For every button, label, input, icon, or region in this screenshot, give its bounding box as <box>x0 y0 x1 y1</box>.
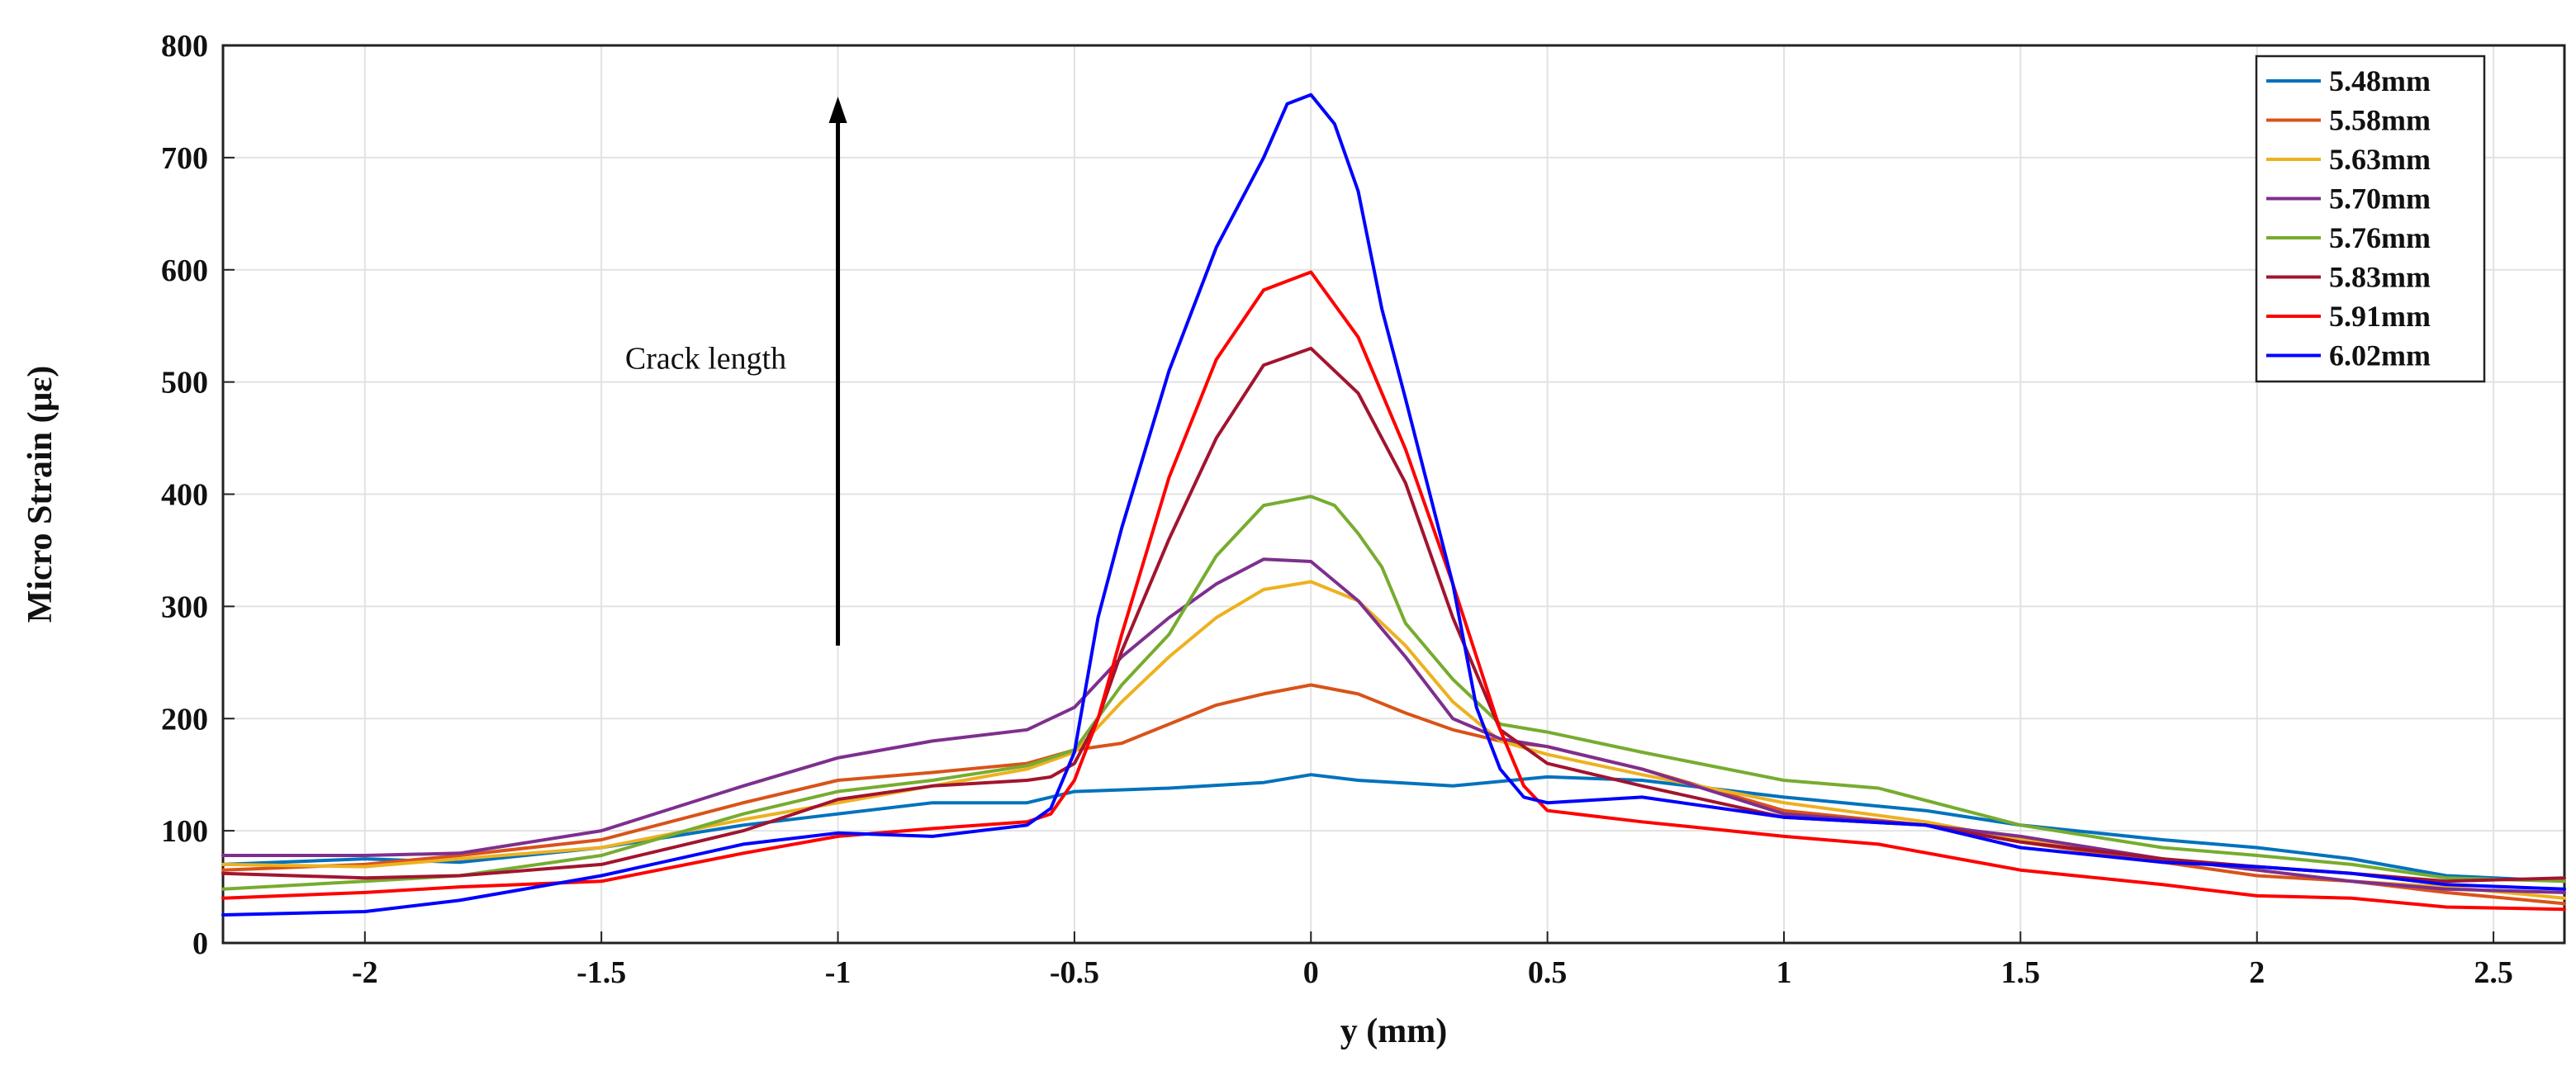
x-tick-label: 0.5 <box>1528 955 1568 990</box>
legend-box <box>2255 54 2486 383</box>
legend-label-5.48mm: 5.48mm <box>2329 64 2431 97</box>
series-line-6.02mm <box>221 92 2566 917</box>
series-line-5.48mm <box>221 773 2566 884</box>
x-tick-label: -2 <box>352 955 378 990</box>
x-axis-title: y (mm) <box>1340 1012 1447 1050</box>
series-line-5.91mm <box>221 270 2566 912</box>
y-tick-label: 200 <box>161 702 208 737</box>
legend-label-5.76mm: 5.76mm <box>2329 221 2431 254</box>
legend-label-5.83mm: 5.83mm <box>2329 261 2431 294</box>
y-tick-label: 0 <box>192 926 208 961</box>
y-tick-label: 300 <box>161 590 208 624</box>
annotation-arrow-head <box>828 96 847 123</box>
legend-items: 5.48mm 5.58mm 5.63mm 5.70mm 5.76mm 5.83mm 5.91… <box>2266 64 2431 372</box>
y-tick-label: 400 <box>161 478 208 513</box>
y-axis-title: Micro Strain (με) <box>21 366 59 623</box>
x-tick-label: 2 <box>2249 955 2265 990</box>
x-tick-label: 2.5 <box>2474 955 2513 990</box>
annotation-layer: Crack length <box>625 96 847 646</box>
y-tick-label: 100 <box>161 814 208 849</box>
x-tick-label: -1.5 <box>576 955 626 990</box>
legend-label-5.58mm: 5.58mm <box>2329 104 2431 137</box>
tick-layer: -2 -1.5 -1 -0.5 0 0.5 1 1.5 2 2.5 0 100 200 300 400 500… <box>161 29 2513 990</box>
x-tick-label: 1 <box>1777 955 1792 990</box>
y-tick-label: 600 <box>161 253 208 288</box>
series-line-5.70mm <box>221 557 2566 894</box>
series-line-5.83mm <box>221 346 2566 884</box>
x-tick-label: 1.5 <box>2001 955 2041 990</box>
series-layer <box>221 92 2566 917</box>
legend-label-5.63mm: 5.63mm <box>2329 143 2431 176</box>
series-line-5.58mm <box>221 683 2566 906</box>
x-tick-label: 0 <box>1303 955 1319 990</box>
legend-label-5.91mm: 5.91mm <box>2329 300 2431 333</box>
annotation-crack-length: Crack length <box>625 341 786 376</box>
x-tick-label: -0.5 <box>1050 955 1099 990</box>
y-tick-label: 500 <box>161 366 208 400</box>
legend-label-5.70mm: 5.70mm <box>2329 182 2431 216</box>
series-line-5.76mm <box>221 495 2566 891</box>
y-tick-label: 800 <box>161 29 208 64</box>
legend-label-6.02mm: 6.02mm <box>2329 339 2431 372</box>
legend: 5.48mm 5.58mm 5.63mm 5.70mm 5.76mm 5.83mm 5.91… <box>2255 54 2486 383</box>
y-tick-label: 700 <box>161 141 208 176</box>
grid-layer <box>223 45 2564 944</box>
x-tick-label: -1 <box>825 955 852 990</box>
